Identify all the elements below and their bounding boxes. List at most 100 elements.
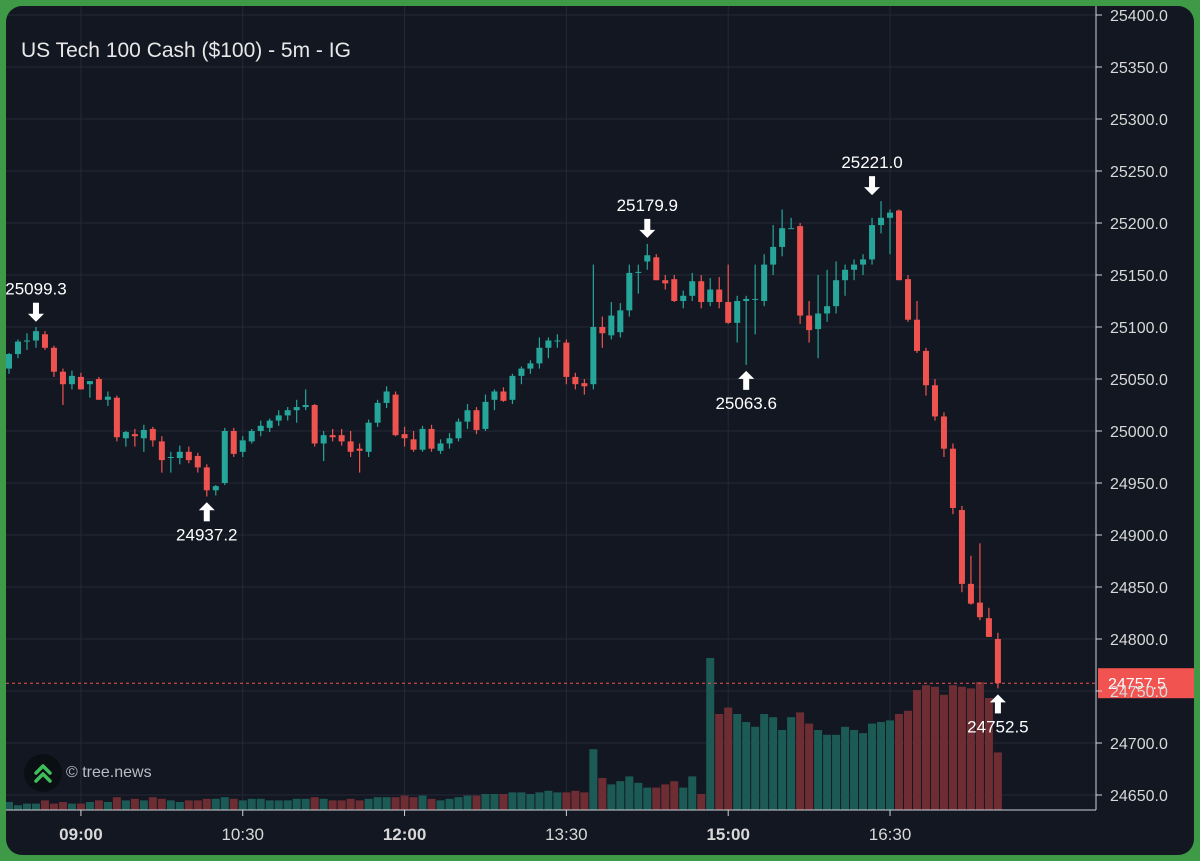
candle-body [994,639,1001,684]
candle-body [527,363,534,369]
candle-body [869,225,876,260]
y-tick-label: 25150.0 [1110,268,1168,285]
candle-body [266,420,273,428]
volume-bar [283,800,292,810]
candle-body [230,431,237,454]
volume-bar [130,798,139,810]
candle-body [572,376,579,385]
y-tick-label: 24900.0 [1110,528,1168,545]
current-price-line: 24757.5 [6,668,1194,699]
price-annotation: 25221.0 [841,153,902,172]
volume-bar [76,803,85,810]
y-tick-label: 25400.0 [1110,8,1168,25]
volume-bar [121,800,130,810]
candle-body [437,443,444,451]
volume-bar [391,797,400,810]
volume-bar [975,682,984,810]
candle-body [158,441,165,461]
candle-body [23,340,30,342]
candle-body [77,376,84,390]
candle-body [644,255,651,262]
volume-bar [472,795,481,810]
volume-bar [939,694,948,810]
volume-bar [661,784,670,810]
candle-body [311,405,318,444]
candle-body [617,310,624,333]
candle-body [662,280,669,284]
volume-bar [742,722,751,810]
candle-body [50,347,57,372]
arrow-stem [869,176,876,189]
y-tick-label: 25000.0 [1110,424,1168,441]
volume-bar [67,803,76,810]
volume-bar [346,798,355,810]
volume-bar [517,792,526,810]
volume-bar [966,688,975,810]
time-axis[interactable]: 09:00 10:30 12:00 13:30 15:00 16:30 [6,809,1096,844]
volume-bar [229,798,238,810]
y-tick-label: 25300.0 [1110,112,1168,129]
candle-body [365,422,372,452]
candle-body [248,431,255,442]
volume-bar [993,752,1002,810]
candle-body [626,272,633,311]
candle-body [653,257,660,281]
candle-body [284,410,291,416]
volume-bar [292,798,301,810]
candle-body [689,281,696,296]
arrow-up-icon [989,694,1006,703]
candle-body [194,455,201,468]
y-tick-label: 25200.0 [1110,216,1168,233]
volume-bar [40,800,49,810]
candle-body [131,434,138,437]
candle-body [518,368,525,376]
volume-bar [787,717,796,810]
y-tick-label: 25350.0 [1110,60,1168,77]
candle-body [608,315,615,336]
volume-bar [679,787,688,810]
volume-bar [526,794,535,810]
candle-body [887,212,894,218]
volume-bar [643,787,652,810]
volume-bar [265,800,274,810]
candle-body [545,340,552,348]
arrow-down-icon [27,313,44,322]
candle-body [958,510,965,584]
candle-body [770,246,777,265]
volume-bar [247,798,256,810]
volume-bar [418,795,427,810]
arrow-down-icon [639,229,656,238]
volume-bar [211,798,220,810]
candle-body [464,410,471,422]
volume-bar [544,790,553,810]
candle-body [104,396,111,400]
price-annotation: 24752.5 [967,717,1028,736]
candle-body [329,435,336,438]
candle-body [149,428,156,441]
candle-body [698,281,705,303]
candle-body [41,334,48,348]
volume-bar [157,798,166,810]
volume-bar [202,798,211,810]
candle-body [68,375,75,385]
volume-bar [553,792,562,810]
candle-body [32,331,39,341]
volume-bar [760,714,769,810]
volume-bar [616,781,625,810]
volume-bar [445,798,454,810]
price-axis[interactable]: 25400.0 25350.0 25300.0 25250.0 25200.0 25150… [1095,6,1168,810]
candle-body [806,315,813,331]
candle-body [383,391,390,403]
volume-bar [921,685,930,810]
double-chevron-up-icon [24,754,62,792]
candle-body [446,438,453,444]
arrow-stem [203,509,210,522]
candle-body [500,391,507,401]
candle-body [401,434,408,439]
candle-body [581,383,588,387]
candlestick-chart[interactable]: 24757.5 25099.3 24937.2 25179.9 25063.6 2522… [6,6,1194,855]
candle-body [824,306,831,314]
y-tick-label: 24650.0 [1110,788,1168,805]
candle-body [6,354,12,369]
volume-bar [733,714,742,810]
